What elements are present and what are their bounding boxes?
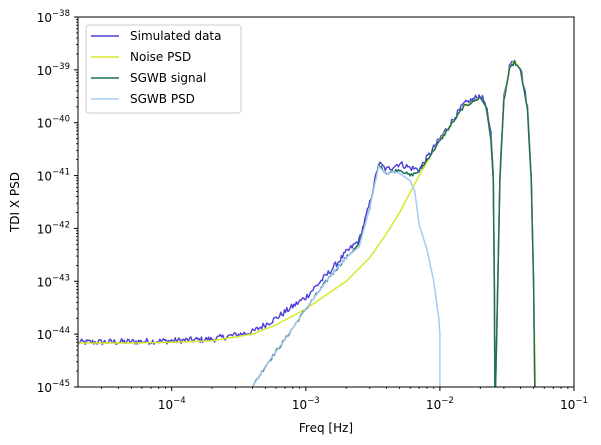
ticks-layer: 10−4 10−3 10−2 10−1 10−45 10−44 10−43 10−42 10−4…	[37, 9, 588, 412]
series-layer	[78, 59, 537, 387]
legend-label: Simulated data	[130, 29, 221, 43]
series-line-sgwb-psd	[251, 165, 441, 387]
y-tick-label: 10−39	[37, 62, 70, 78]
legend-label: Noise PSD	[130, 50, 191, 64]
legend-label: SGWB signal	[130, 71, 206, 85]
y-tick-label: 10−41	[37, 168, 70, 184]
y-tick-label: 10−45	[37, 379, 70, 395]
plot-frame	[77, 16, 575, 388]
legend-frame	[85, 24, 242, 114]
legend: Simulated data Noise PSD SGWB signal SGWB P…	[85, 24, 242, 114]
x-tick-label: 10−4	[158, 396, 186, 412]
x-tick-label: 10−2	[426, 396, 454, 412]
y-tick-label: 10−42	[37, 220, 70, 236]
legend-label: SGWB PSD	[130, 92, 195, 106]
x-axis-label: Freq [Hz]	[299, 421, 353, 435]
y-tick-label: 10−40	[37, 115, 70, 131]
y-tick-label: 10−44	[37, 326, 70, 342]
y-tick-label: 10−43	[37, 273, 70, 289]
x-tick-label: 10−3	[292, 396, 320, 412]
y-axis-label: TDI X PSD	[8, 172, 22, 233]
x-tick-label: 10−1	[560, 396, 588, 412]
y-tick-label: 10−38	[37, 9, 70, 25]
